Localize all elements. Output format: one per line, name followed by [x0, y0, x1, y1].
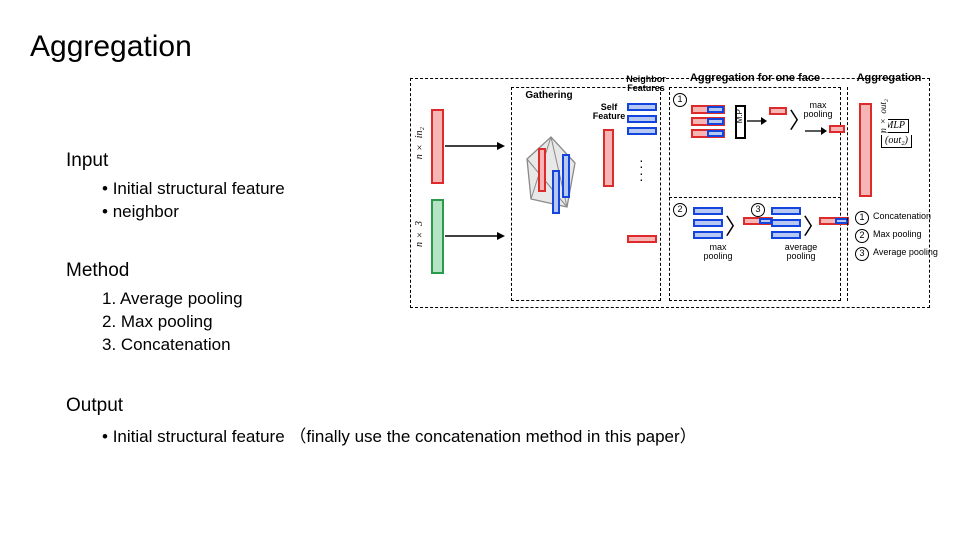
angle-2: 〉	[725, 209, 747, 241]
concat-result	[769, 107, 787, 115]
self-feature-label: Self Feature	[589, 103, 629, 122]
method-item: 1. Average pooling	[102, 288, 243, 311]
top-out-bar	[829, 125, 845, 133]
math-in2: n × in₂	[415, 127, 425, 159]
ap-bar	[771, 207, 801, 215]
mp-label: M.P	[735, 109, 746, 123]
mp2-bar	[693, 207, 723, 215]
vdots-1: ····	[639, 157, 644, 182]
mp2-bar	[693, 231, 723, 239]
nf-bar	[627, 127, 657, 135]
self-feature-bar	[603, 129, 614, 187]
math-out2: (out₂)	[881, 135, 912, 148]
legend-3: 3	[855, 247, 869, 261]
self-hbar	[627, 235, 657, 243]
neighbor-features-label: Neighbor Features	[621, 75, 671, 94]
method-item: 3. Concatenation	[102, 334, 243, 357]
agg-one-label: Aggregation for one face	[669, 73, 841, 85]
input-bar-n3	[431, 199, 444, 274]
agg-divider	[669, 197, 841, 198]
legend-2: 2	[855, 229, 869, 243]
gathering-label: Gathering	[511, 91, 587, 102]
mesh-sketch	[517, 119, 587, 269]
circle-2: 2	[673, 203, 687, 217]
maxpool-lbl-1: max pooling	[799, 101, 837, 120]
arrow-top-out	[805, 125, 827, 137]
nf-bar	[627, 103, 657, 111]
legend-1-text: Concatenation	[873, 212, 943, 221]
arrow-in-1	[445, 139, 505, 153]
legend-2-text: Max pooling	[873, 230, 943, 239]
diagram-frame: n × in₂ n × 3 Gathering Self Feature Nei…	[410, 78, 930, 308]
avgpool-lbl: average pooling	[779, 243, 823, 262]
maxpool-lbl-2: max pooling	[699, 243, 737, 262]
input-list: Initial structural feature neighbor	[102, 178, 285, 224]
math-nout: n × out₂	[879, 99, 888, 133]
nf-bar	[627, 115, 657, 123]
legend-1: 1	[855, 211, 869, 225]
section-input-heading: Input	[66, 150, 108, 172]
agg-vline	[847, 87, 848, 301]
legend-3-text: Average pooling	[873, 248, 953, 257]
circle-3: 3	[751, 203, 765, 217]
math-n3: n × 3	[415, 221, 425, 247]
section-output-heading: Output	[66, 395, 123, 417]
output-bar	[859, 103, 872, 197]
aggregation-label: Aggregation	[849, 73, 929, 85]
ap-bar	[771, 231, 801, 239]
ap-bar	[771, 219, 801, 227]
method-item: 2. Max pooling	[102, 311, 243, 334]
concat-inner	[707, 130, 724, 137]
circle-1-top: 1	[673, 93, 687, 107]
concat-inner	[707, 106, 724, 113]
output-line: Initial structural feature （finally use …	[102, 422, 697, 447]
input-item: neighbor	[102, 201, 285, 224]
concat-inner	[707, 118, 724, 125]
arrow-mp	[747, 115, 767, 127]
input-bar-in2	[431, 109, 444, 184]
arrow-in-2	[445, 229, 505, 243]
input-item: Initial structural feature	[102, 178, 285, 201]
angle-3: 〉	[803, 209, 825, 241]
page-title: Aggregation	[30, 30, 192, 64]
method-list: 1. Average pooling 2. Max pooling 3. Con…	[102, 288, 243, 357]
mp2-bar	[693, 219, 723, 227]
section-method-heading: Method	[66, 260, 129, 282]
